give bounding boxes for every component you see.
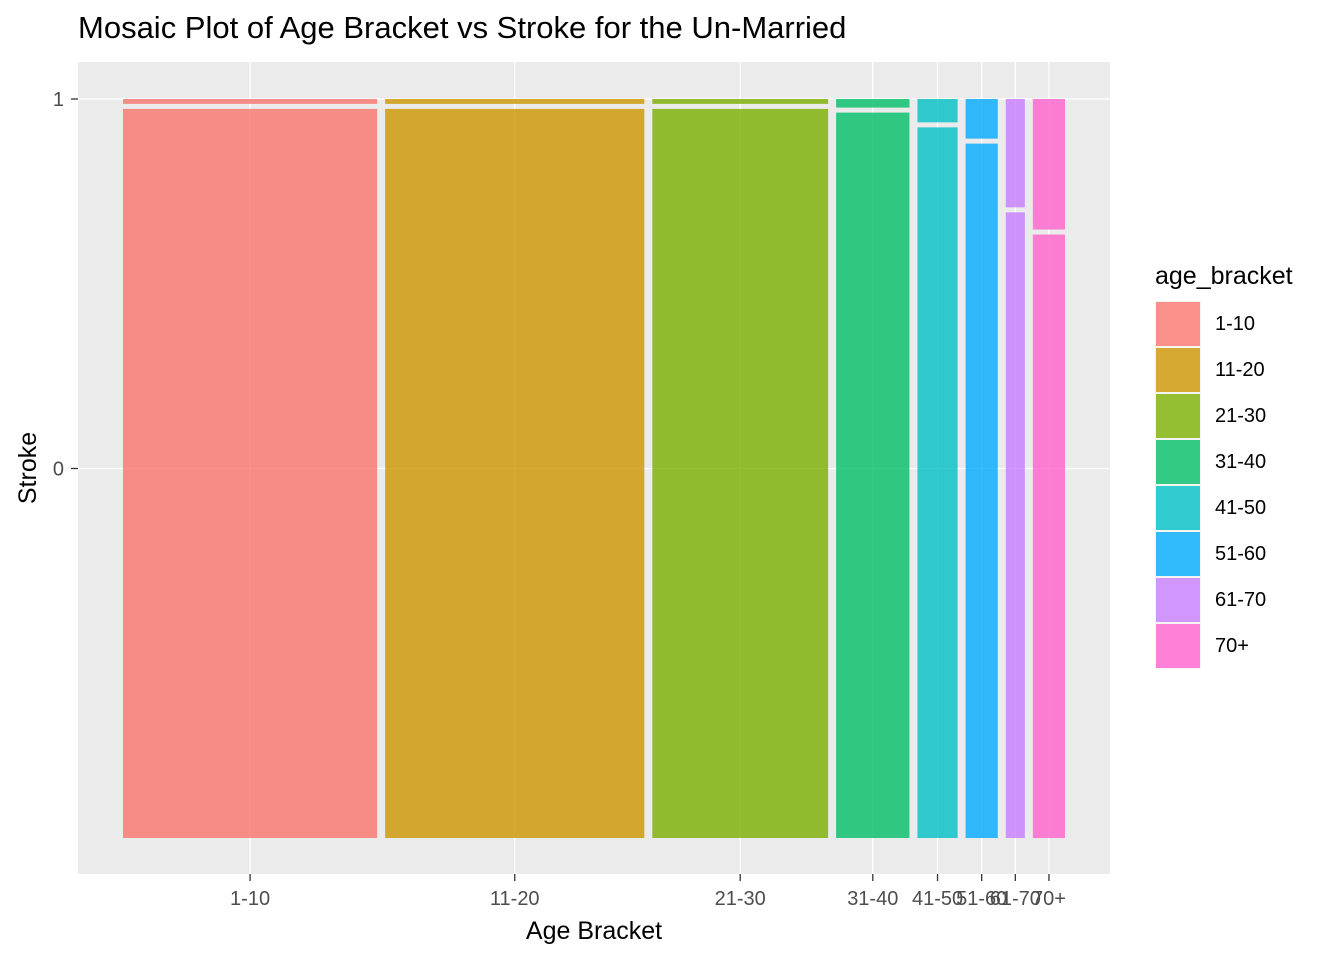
tile-11-20-stroke-0 — [385, 108, 645, 838]
y-axis-title: Stroke — [14, 432, 42, 504]
x-tick-label-1-10: 1-10 — [230, 888, 270, 910]
tile-41-50-stroke-1 — [917, 99, 958, 123]
legend-item-70+: 70+ — [1155, 623, 1293, 669]
mosaic-tiles — [123, 99, 1065, 839]
x-tick-label-41-50: 41-50 — [912, 888, 963, 910]
x-tick-label-21-30: 21-30 — [715, 888, 766, 910]
legend-label-70+: 70+ — [1215, 634, 1249, 657]
legend-item-21-30: 21-30 — [1155, 393, 1293, 439]
legend-entries: 1-10 11-20 21-30 31-40 41-50 51-60 61-70 70+ — [1155, 301, 1293, 669]
chart-title: Mosaic Plot of Age Bracket vs Stroke for… — [78, 10, 847, 45]
tile-11-20-stroke-1 — [385, 99, 645, 104]
x-tick-label-11-20: 11-20 — [490, 888, 540, 910]
y-tick-label-1: 1 — [53, 89, 64, 111]
legend-swatch-31-40 — [1155, 439, 1201, 485]
legend-swatch-61-70 — [1155, 577, 1201, 623]
legend-swatch-1-10 — [1155, 301, 1201, 347]
tile-70+-stroke-0 — [1032, 234, 1065, 838]
legend-swatch-51-60 — [1155, 531, 1201, 577]
legend-swatch-21-30 — [1155, 393, 1201, 439]
tile-61-70-stroke-0 — [1005, 212, 1025, 839]
legend-label-51-60: 51-60 — [1215, 542, 1267, 565]
tile-31-40-stroke-0 — [836, 112, 910, 838]
legend-swatch-41-50 — [1155, 485, 1201, 531]
legend-item-11-20: 11-20 — [1155, 347, 1293, 393]
legend-item-1-10: 1-10 — [1155, 301, 1293, 347]
tile-1-10-stroke-0 — [123, 108, 378, 838]
legend-item-61-70: 61-70 — [1155, 577, 1293, 623]
tile-70+-stroke-1 — [1032, 99, 1065, 230]
tile-51-60-stroke-1 — [965, 99, 998, 139]
x-tick-label-70+: 70+ — [1032, 888, 1066, 910]
legend-label-1-10: 1-10 — [1215, 312, 1256, 335]
legend-swatch-70+ — [1155, 623, 1201, 669]
legend-label-21-30: 21-30 — [1215, 404, 1267, 427]
tile-51-60-stroke-0 — [965, 143, 998, 839]
legend-title: age_bracket — [1155, 262, 1293, 290]
legend-label-41-50: 41-50 — [1215, 496, 1267, 519]
legend-label-61-70: 61-70 — [1215, 588, 1267, 611]
legend-label-11-20: 11-20 — [1215, 358, 1265, 381]
x-axis-title: Age Bracket — [526, 917, 662, 945]
tile-31-40-stroke-1 — [836, 99, 910, 108]
x-tick-label-61-70: 61-70 — [990, 888, 1041, 910]
tile-61-70-stroke-1 — [1005, 99, 1025, 208]
legend-item-41-50: 41-50 — [1155, 485, 1293, 531]
tile-41-50-stroke-0 — [917, 127, 958, 839]
tile-21-30-stroke-1 — [652, 99, 829, 104]
tile-21-30-stroke-0 — [652, 108, 829, 838]
legend-label-31-40: 31-40 — [1215, 450, 1267, 473]
y-tick-label-0: 0 — [53, 459, 64, 481]
x-tick-label-51-60: 51-60 — [956, 888, 1007, 910]
tile-1-10-stroke-1 — [123, 99, 378, 104]
legend: age_bracket 1-10 11-20 21-30 31-40 41-50 51-6… — [1155, 262, 1293, 669]
legend-item-31-40: 31-40 — [1155, 439, 1293, 485]
x-tick-label-31-40: 31-40 — [847, 888, 898, 910]
legend-item-51-60: 51-60 — [1155, 531, 1293, 577]
legend-swatch-11-20 — [1155, 347, 1201, 393]
